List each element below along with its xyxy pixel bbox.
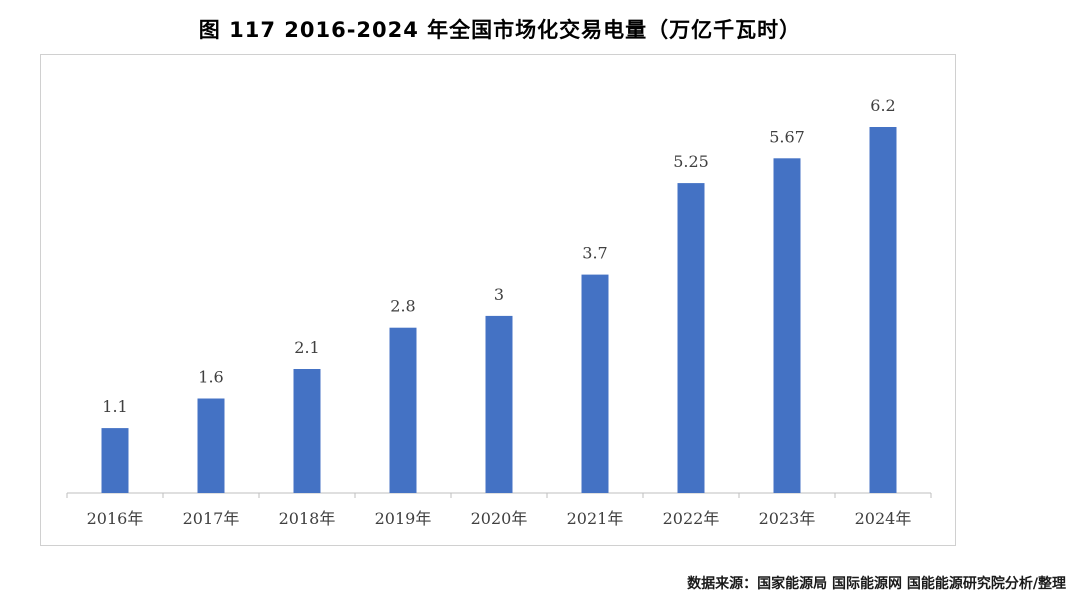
x-tick-label: 2024年 — [855, 509, 912, 528]
data-label: 5.67 — [769, 127, 805, 146]
x-tick-label: 2022年 — [663, 509, 720, 528]
bar-2016年 — [101, 428, 129, 493]
bar-2024年 — [869, 127, 897, 493]
x-tick-label: 2023年 — [759, 509, 816, 528]
bar-2019年 — [389, 327, 417, 493]
data-label: 1.6 — [198, 368, 223, 387]
bar-2021年 — [581, 274, 609, 493]
x-tick-label: 2017年 — [183, 509, 240, 528]
x-tick-label: 2016年 — [87, 509, 144, 528]
chart-frame: 1.1 2016年 1.6 2017年 2.1 2018年 2.8 2019年 3 2020年 3.… — [40, 54, 956, 546]
bar-2020年 — [485, 315, 513, 493]
data-label: 5.25 — [673, 152, 709, 171]
x-tick-label: 2020年 — [471, 509, 528, 528]
data-label: 1.1 — [102, 397, 127, 416]
bar-2018年 — [293, 369, 321, 493]
x-tick-label: 2019年 — [375, 509, 432, 528]
source-note: 数据来源：国家能源局 国际能源网 国能能源研究院分析/整理 — [687, 576, 1066, 592]
data-label: 2.1 — [294, 338, 319, 357]
bar-2023年 — [773, 158, 801, 494]
chart-title: 图 117 2016-2024 年全国市场化交易电量（万亿千瓦时） — [198, 18, 802, 42]
bar-chart: 1.1 2016年 1.6 2017年 2.1 2018年 2.8 2019年 3 2020年 3.… — [66, 96, 932, 528]
x-tick-label: 2021年 — [567, 509, 624, 528]
data-label: 6.2 — [870, 96, 895, 115]
x-tick-label: 2018年 — [279, 509, 336, 528]
data-label: 3 — [494, 285, 504, 304]
data-label: 2.8 — [390, 297, 415, 316]
bar-2022年 — [677, 183, 705, 493]
bar-2017年 — [197, 398, 225, 493]
data-label: 3.7 — [582, 244, 607, 263]
